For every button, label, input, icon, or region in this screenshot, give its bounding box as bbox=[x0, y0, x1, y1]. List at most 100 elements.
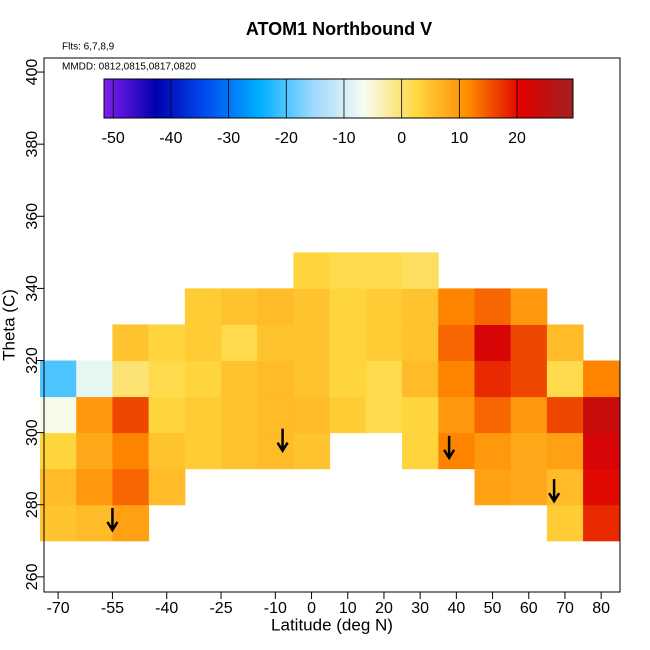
heatmap-cell bbox=[293, 324, 331, 362]
heatmap-cell bbox=[293, 252, 331, 289]
colorbar-tick-label: 10 bbox=[450, 130, 468, 147]
heatmap-cell bbox=[474, 324, 512, 362]
heatmap-cell bbox=[583, 396, 620, 434]
heatmap-cell bbox=[583, 504, 620, 542]
x-axis-label: Latitude (deg N) bbox=[271, 615, 393, 634]
x-tick-label: 70 bbox=[556, 600, 574, 617]
x-tick-label: 50 bbox=[484, 600, 502, 617]
heatmap-cell bbox=[583, 432, 620, 470]
heatmap-cell bbox=[474, 360, 512, 398]
heatmap-cell bbox=[510, 324, 548, 362]
y-tick-label: 340 bbox=[24, 275, 41, 302]
heatmap-cell bbox=[402, 432, 439, 470]
x-tick-label: -25 bbox=[209, 600, 232, 617]
x-tick-label: 60 bbox=[520, 600, 538, 617]
heatmap-cell bbox=[438, 324, 475, 362]
y-tick-label: 380 bbox=[24, 131, 41, 158]
heatmap-cell bbox=[257, 396, 294, 434]
heatmap-cell bbox=[112, 432, 150, 470]
heatmap-cell bbox=[293, 288, 331, 325]
y-axis-label: Theta (C) bbox=[0, 289, 18, 361]
x-tick-label: 20 bbox=[375, 600, 393, 617]
heatmap-cell bbox=[40, 432, 77, 470]
heatmap-cells bbox=[40, 252, 620, 542]
heatmap-cell bbox=[40, 360, 77, 398]
heatmap-cell bbox=[221, 324, 258, 362]
y-tick-label: 300 bbox=[24, 419, 41, 446]
heatmap-cell bbox=[583, 468, 620, 506]
heatmap-cell bbox=[583, 360, 620, 398]
heatmap-cell bbox=[148, 468, 186, 506]
colorbar-tick-label: -30 bbox=[217, 130, 240, 147]
heatmap-cell bbox=[257, 288, 294, 325]
heatmap-cell bbox=[438, 360, 475, 398]
heatmap-cell bbox=[257, 432, 294, 470]
heatmap-cell bbox=[546, 396, 584, 434]
heatmap-cell bbox=[112, 396, 150, 434]
heatmap-cell bbox=[365, 252, 403, 289]
heatmap-cell bbox=[402, 360, 439, 398]
heatmap-cell bbox=[402, 288, 439, 325]
arrow-marker bbox=[548, 479, 561, 504]
heatmap-cell bbox=[221, 288, 258, 325]
y-tick-label: 260 bbox=[24, 563, 41, 590]
arrow-marker bbox=[276, 428, 289, 454]
x-tick-label: 40 bbox=[447, 600, 465, 617]
heatmap-cell bbox=[329, 324, 367, 362]
arrow-marker bbox=[443, 435, 456, 461]
heatmap-cell bbox=[510, 432, 548, 470]
colorbar-tick-label: -10 bbox=[332, 130, 355, 147]
heatmap-cell bbox=[329, 396, 367, 434]
heatmap-cell bbox=[40, 396, 77, 434]
heatmap-cell bbox=[510, 360, 548, 398]
heatmap-cell bbox=[365, 360, 403, 398]
heatmap-cell bbox=[402, 252, 439, 289]
x-tick-label: -10 bbox=[264, 600, 287, 617]
x-tick-label: 80 bbox=[592, 600, 610, 617]
x-tick-label: 10 bbox=[339, 600, 357, 617]
colorbar-tick-label: 20 bbox=[508, 130, 526, 147]
x-tick-label: -55 bbox=[101, 600, 124, 617]
heatmap-cell bbox=[40, 468, 77, 506]
heatmap-cell bbox=[474, 432, 512, 470]
heatmap-cell bbox=[184, 396, 222, 434]
colorbar-tick-label: -50 bbox=[102, 130, 125, 147]
heatmap-cell bbox=[546, 432, 584, 470]
heatmap-cell bbox=[329, 252, 367, 289]
y-tick-label: 360 bbox=[24, 203, 41, 230]
annotation: Flts: 6,7,8,9 bbox=[62, 42, 115, 53]
heatmap-cell bbox=[76, 432, 113, 470]
colorbar-tick-label: 0 bbox=[397, 130, 406, 147]
heatmap-cell bbox=[257, 360, 294, 398]
heatmap-cell bbox=[221, 432, 258, 470]
heatmap-cell bbox=[510, 396, 548, 434]
heatmap-cell bbox=[474, 468, 512, 506]
colorbar-tick-label: -40 bbox=[159, 130, 182, 147]
heatmap-cell bbox=[184, 432, 222, 470]
heatmap-cell bbox=[184, 360, 222, 398]
heatmap-cell bbox=[112, 468, 150, 506]
heatmap-cell bbox=[112, 504, 150, 542]
y-tick-label: 320 bbox=[24, 347, 41, 374]
heatmap-cell bbox=[474, 396, 512, 434]
y-tick-label: 400 bbox=[24, 59, 41, 86]
heatmap-cell bbox=[474, 288, 512, 325]
colorbar bbox=[103, 78, 574, 119]
heatmap-cell bbox=[365, 288, 403, 325]
heatmap-cell bbox=[438, 396, 475, 434]
heatmap-cell bbox=[148, 396, 186, 434]
x-tick-label: 0 bbox=[307, 600, 316, 617]
heatmap-cell bbox=[546, 324, 584, 362]
heatmap-cell bbox=[402, 396, 439, 434]
heatmap-cell bbox=[184, 324, 222, 362]
heatmap-cell bbox=[76, 360, 113, 398]
y-tick-label: 280 bbox=[24, 491, 41, 518]
colorbar-tick-label: -20 bbox=[275, 130, 298, 147]
heatmap-cell bbox=[257, 324, 294, 362]
heatmap-cell bbox=[112, 324, 150, 362]
heatmap-cell bbox=[293, 396, 331, 434]
x-tick-label: -70 bbox=[47, 600, 70, 617]
heatmap-cell bbox=[76, 468, 113, 506]
plot-frame bbox=[43, 57, 621, 593]
